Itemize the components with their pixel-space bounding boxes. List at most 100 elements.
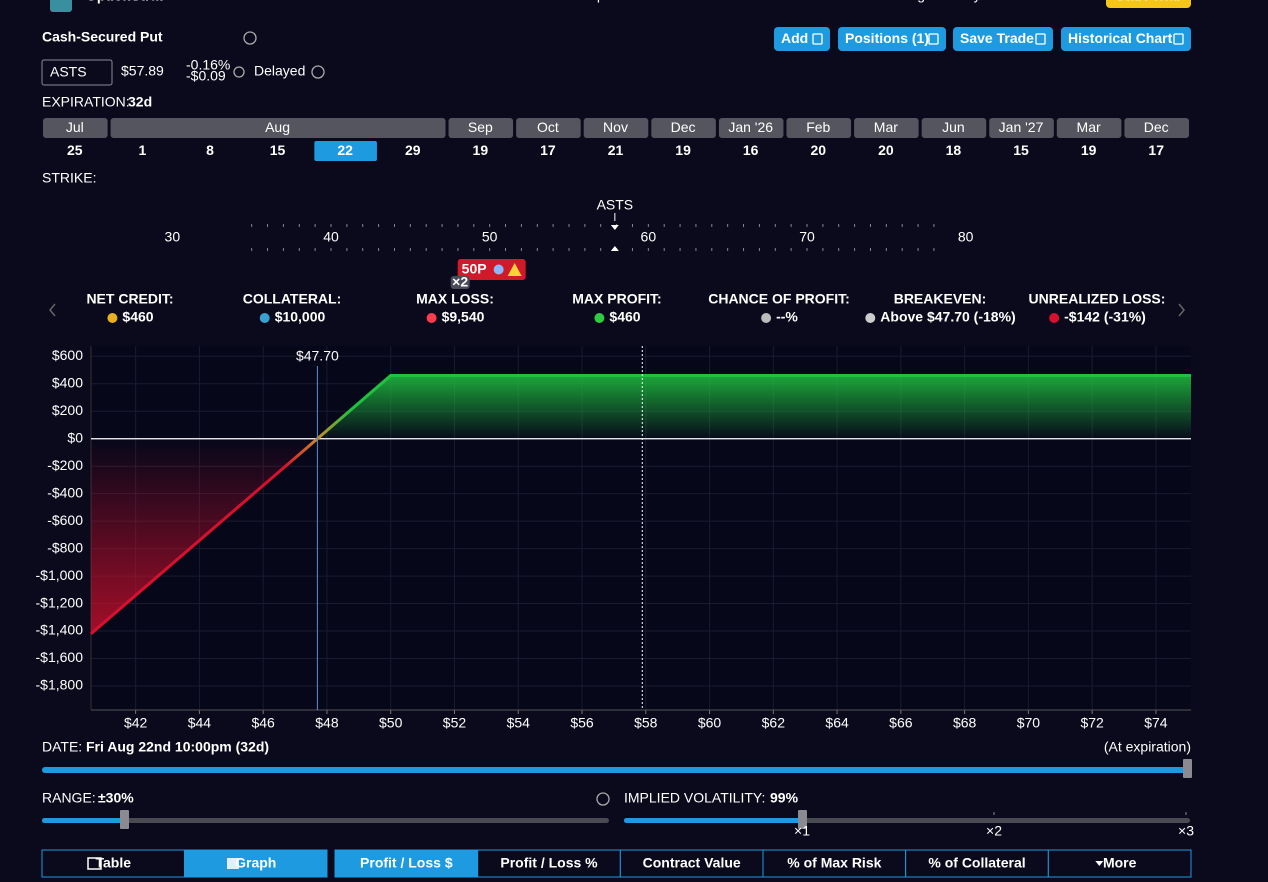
month-tab[interactable] [583, 118, 649, 138]
day-option[interactable]: 1 [138, 142, 146, 158]
header-button[interactable] [774, 27, 830, 51]
y-tick-label: -$1,200 [36, 594, 84, 610]
month-tab[interactable] [43, 118, 108, 138]
month-tab[interactable] [448, 118, 514, 138]
day-option[interactable]: 21 [608, 142, 624, 158]
strike-dot [695, 224, 697, 227]
nav-item[interactable]: Optimize [586, 0, 641, 3]
nav-item[interactable]: Tutorials [801, 0, 854, 3]
date-value: Fri Aug 22nd 10:00pm (32d) [86, 739, 269, 755]
price-marker [610, 225, 619, 230]
range-slider-track[interactable] [42, 818, 609, 823]
day-option[interactable]: 20 [878, 142, 894, 158]
day-option[interactable]: 19 [1081, 142, 1097, 158]
reset-icon[interactable] [596, 792, 610, 806]
day-option[interactable]: 19 [473, 142, 489, 158]
strike-dot [743, 248, 745, 251]
button-icon [928, 33, 939, 45]
day-option[interactable]: 15 [1013, 142, 1029, 158]
month-label: Dec [671, 119, 696, 135]
month-tab[interactable] [110, 118, 446, 138]
day-option[interactable]: 16 [743, 142, 759, 158]
month-tab[interactable] [516, 118, 581, 138]
header-button[interactable] [1061, 27, 1191, 51]
day-option[interactable]: 25 [67, 142, 83, 158]
strike-dot [536, 224, 538, 227]
strike-dot [806, 224, 808, 227]
strike-dot [330, 248, 332, 251]
view-tab[interactable] [41, 849, 185, 878]
month-tab[interactable] [718, 118, 784, 138]
header-button[interactable] [953, 27, 1053, 51]
month-tab[interactable] [1124, 118, 1189, 138]
nav-item[interactable]: Flow [683, 0, 713, 3]
day-option[interactable]: 17 [540, 142, 556, 158]
day-option[interactable]: 22 [337, 142, 353, 158]
cta-label: Start Trial [1116, 0, 1181, 4]
strike-dot [647, 248, 649, 251]
carousel-next[interactable] [1178, 303, 1185, 317]
cta-button[interactable] [1106, 0, 1191, 8]
stat-label: MAX PROFIT: [572, 291, 661, 307]
slider-knob[interactable] [1183, 759, 1192, 778]
strike-dot [409, 248, 411, 251]
month-tab[interactable] [854, 118, 919, 138]
y-tick-label: -$1,600 [36, 649, 84, 665]
view-tab[interactable] [184, 849, 328, 878]
metric-tab[interactable] [762, 849, 907, 878]
date-note: (At expiration) [1104, 739, 1191, 755]
month-tab[interactable] [989, 118, 1054, 138]
day-option[interactable]: 17 [1148, 142, 1164, 158]
header-button-label: Save Trade [960, 30, 1034, 46]
quantity-label: ×2 [452, 274, 468, 290]
ticker-change: -$0.09 [186, 68, 226, 84]
nav-item[interactable]: Blog [897, 0, 925, 3]
volatility-value: 99% [770, 790, 799, 806]
stat-icon [761, 313, 772, 323]
ticker-change-pct: -0.16% [186, 57, 230, 73]
strike-dot [489, 224, 491, 227]
strike-dot [901, 224, 903, 227]
ticker-input[interactable] [41, 59, 113, 86]
month-tab[interactable] [651, 118, 716, 138]
metric-tab[interactable] [1047, 849, 1192, 878]
strike-dot [806, 248, 808, 251]
strike-dot [489, 248, 491, 251]
carousel-prev[interactable] [49, 303, 56, 317]
strike-label: STRIKE: [42, 170, 96, 186]
date-slider-track[interactable] [42, 767, 1188, 773]
strike-dot [473, 224, 475, 227]
month-tab[interactable] [786, 118, 852, 138]
metric-tab[interactable] [905, 849, 1049, 878]
metric-tab[interactable] [477, 849, 621, 878]
strike-dot [251, 248, 253, 251]
slider-knob[interactable] [798, 810, 807, 829]
graph-icon [227, 858, 239, 869]
month-tab[interactable] [921, 118, 987, 138]
slider-knob[interactable] [120, 810, 129, 829]
metric-tab[interactable] [334, 849, 479, 878]
metric-tab[interactable] [619, 849, 764, 878]
nav-item[interactable]: Build [494, 0, 525, 3]
x-tick-label: $54 [507, 715, 531, 731]
strike-dot [790, 224, 792, 227]
metric-tab-label: Profit / Loss $ [360, 855, 453, 871]
day-option[interactable]: 18 [946, 142, 962, 158]
nav-item[interactable]: My Account [962, 0, 1034, 3]
button-icon [1035, 33, 1046, 45]
strike-dot [267, 248, 269, 251]
day-option[interactable]: 20 [810, 142, 826, 158]
header-button-label: Historical Chart [1068, 30, 1173, 46]
ticker-price: $57.89 [121, 63, 164, 79]
strike-dot [282, 224, 284, 227]
header-button[interactable] [838, 27, 946, 51]
day-option[interactable]: 8 [206, 142, 214, 158]
x-tick-label: $58 [634, 715, 658, 731]
day-option[interactable]: 15 [270, 142, 286, 158]
day-option[interactable]: 29 [405, 142, 421, 158]
month-tab[interactable] [1056, 118, 1122, 138]
day-option[interactable]: 19 [675, 142, 691, 158]
button-icon [812, 33, 823, 45]
strike-dot [679, 248, 681, 251]
